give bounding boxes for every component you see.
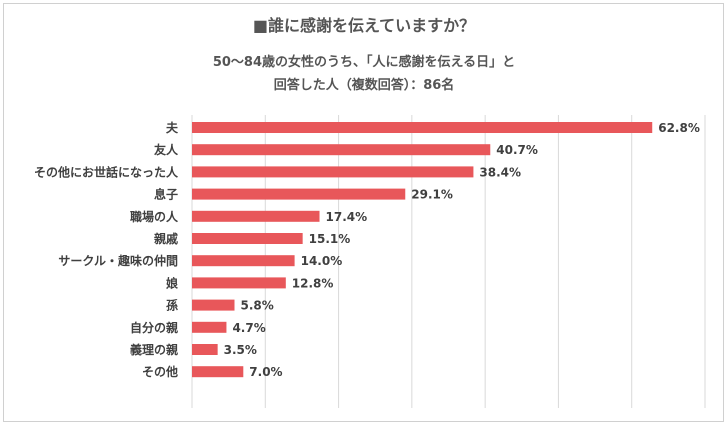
value-label-9: 4.7% — [232, 321, 265, 335]
chart-title: ■誰に感謝を伝えていますか？ — [252, 16, 476, 35]
bar-2 — [192, 166, 474, 178]
category-label-5: 親戚 — [154, 231, 178, 246]
bar-10 — [192, 344, 218, 355]
value-label-3: 29.1% — [411, 188, 453, 202]
category-label-6: サークル・趣味の仲間 — [58, 253, 178, 268]
category-label-11: その他 — [142, 364, 178, 379]
category-label-7: 娘 — [166, 275, 178, 290]
chart-frame — [3, 3, 724, 422]
value-label-1: 40.7% — [496, 143, 538, 157]
bar-11 — [192, 366, 244, 378]
bar-4 — [192, 210, 320, 222]
value-label-2: 38.4% — [479, 165, 521, 179]
bar-6 — [192, 255, 295, 267]
value-label-10: 3.5% — [224, 343, 257, 357]
value-label-11: 7.0% — [249, 365, 282, 379]
value-label-5: 15.1% — [309, 232, 351, 246]
category-label-9: 自分の親 — [130, 320, 178, 335]
bar-0 — [192, 122, 653, 133]
category-label-2: その他にお世話になった人 — [34, 164, 179, 179]
category-label-1: 友人 — [153, 142, 179, 157]
value-label-6: 14.0% — [301, 254, 343, 268]
bar-5 — [192, 233, 303, 244]
chart-subtitle-line-1: 50～84歳の女性のうち、「人に感謝を伝える日」と — [212, 55, 516, 70]
value-label-8: 5.8% — [241, 299, 274, 313]
bar-8 — [192, 299, 235, 311]
category-label-8: 孫 — [166, 298, 178, 313]
value-label-4: 17.4% — [326, 210, 368, 224]
bar-1 — [192, 144, 491, 156]
value-label-7: 12.8% — [292, 276, 334, 290]
category-label-0: 夫 — [165, 120, 179, 135]
bar-9 — [192, 321, 227, 333]
bar-3 — [192, 188, 406, 200]
category-label-4: 職場の人 — [130, 209, 179, 224]
category-label-10: 義理の親 — [130, 342, 178, 357]
bar-7 — [192, 277, 286, 289]
chart-subtitle-line-2: 回答した人（複数回答）：86名 — [273, 78, 455, 93]
category-label-3: 息子 — [154, 187, 178, 202]
value-label-0: 62.8% — [658, 121, 700, 135]
